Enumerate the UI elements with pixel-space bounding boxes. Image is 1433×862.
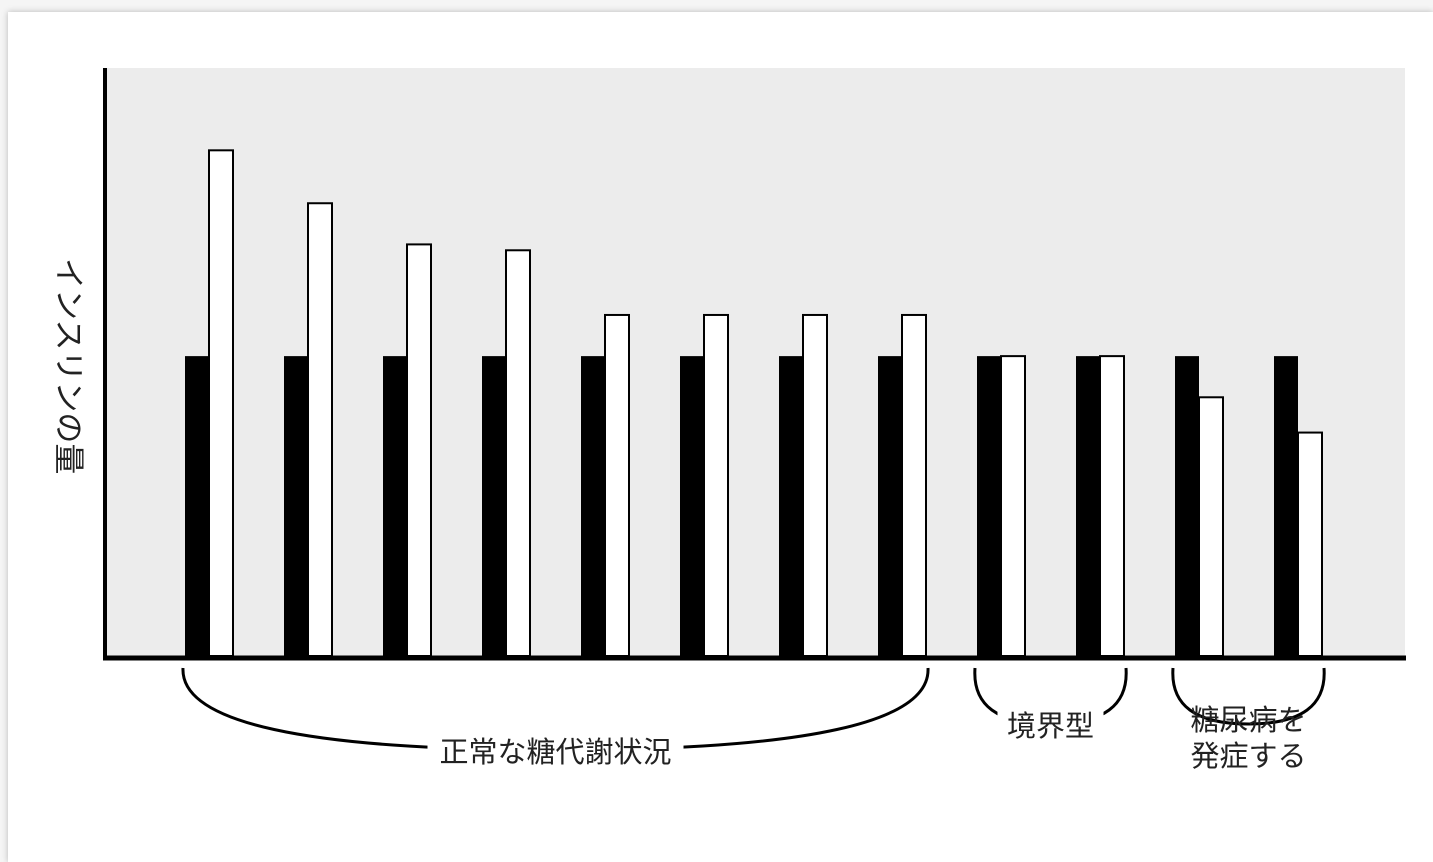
bar-black-1 <box>185 356 209 656</box>
bar-black-8 <box>878 356 902 656</box>
bar-black-9 <box>977 356 1001 656</box>
bar-black-7 <box>779 356 803 656</box>
bar-black-6 <box>680 356 704 656</box>
group-label-2: 境界型 <box>1007 709 1094 743</box>
bar-white-7 <box>802 313 828 657</box>
bar-black-10 <box>1076 356 1100 656</box>
bar-white-3 <box>406 243 432 657</box>
bar-black-11 <box>1175 356 1199 656</box>
bar-black-2 <box>284 356 308 656</box>
bar-white-4 <box>505 249 531 657</box>
bar-white-5 <box>604 313 630 657</box>
bar-black-3 <box>383 356 407 656</box>
group-label-3-line-2: 発症する <box>1190 739 1306 773</box>
bar-black-4 <box>482 356 506 656</box>
group-label-1: 正常な糖代謝状況 <box>439 735 671 769</box>
bar-black-12 <box>1274 356 1298 656</box>
bar-white-11 <box>1198 396 1224 657</box>
bar-series-group <box>185 149 1323 658</box>
bar-white-2 <box>307 202 333 658</box>
bar-white-8 <box>901 313 927 657</box>
group-label-backdrop-2 <box>997 704 1104 744</box>
group-bracket-3 <box>1171 667 1326 726</box>
bar-white-9 <box>1000 355 1026 657</box>
y-axis-label: インスリンの量 <box>50 258 86 474</box>
bar-white-12 <box>1297 431 1323 657</box>
bar-black-5 <box>581 356 605 656</box>
bar-white-10 <box>1099 355 1125 657</box>
bar-white-1 <box>208 149 234 657</box>
group-label-backdrop-1 <box>427 730 684 770</box>
chart-frame: インスリンの量 正常な糖代謝状況 境界型 糖尿病を 発症する <box>8 12 1433 862</box>
group-label-3-line-1: 糖尿病を <box>1190 703 1306 737</box>
bar-white-6 <box>703 313 729 657</box>
